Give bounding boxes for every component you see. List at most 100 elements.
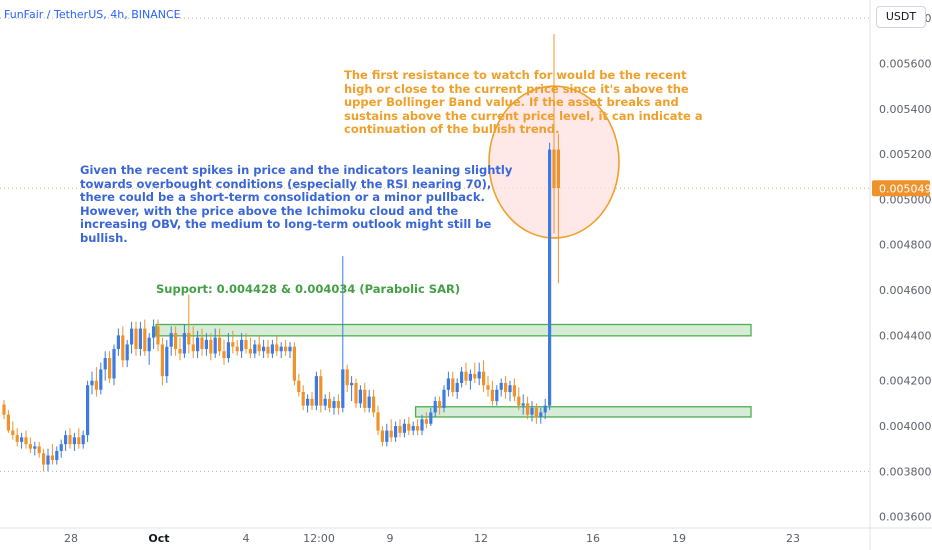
currency-selector[interactable]: USDT bbox=[876, 6, 926, 28]
last-price-badge bbox=[872, 180, 930, 197]
candle bbox=[200, 328, 204, 356]
candle bbox=[99, 362, 103, 395]
candle-body bbox=[508, 385, 512, 393]
candle bbox=[55, 446, 59, 465]
candle bbox=[336, 394, 340, 415]
candle-body bbox=[284, 346, 288, 352]
candle bbox=[94, 367, 98, 397]
candle-body bbox=[244, 339, 248, 349]
candle-body bbox=[24, 437, 28, 445]
candle bbox=[451, 371, 455, 397]
candle-body bbox=[257, 344, 261, 352]
candle bbox=[301, 385, 305, 411]
candle-body bbox=[112, 348, 116, 379]
candle-body bbox=[147, 337, 151, 352]
candle bbox=[367, 389, 371, 413]
annotation-line: sustains above the current price level, … bbox=[344, 108, 703, 123]
candle bbox=[231, 330, 235, 354]
candle-body bbox=[438, 401, 442, 408]
candle-body bbox=[103, 358, 107, 370]
candle-body bbox=[504, 382, 508, 393]
candle bbox=[11, 421, 15, 440]
candle bbox=[235, 339, 239, 356]
candle-body bbox=[482, 371, 486, 386]
candle-body bbox=[28, 444, 32, 449]
candle-body bbox=[460, 371, 464, 383]
candle-body bbox=[354, 382, 358, 404]
candle-body bbox=[174, 333, 178, 349]
candle-body bbox=[77, 437, 81, 445]
candle-body bbox=[556, 149, 560, 189]
candle bbox=[455, 378, 459, 399]
candle bbox=[310, 392, 314, 411]
candle-body bbox=[178, 348, 182, 354]
candle-body bbox=[446, 378, 450, 390]
candle bbox=[42, 448, 46, 472]
candle-body bbox=[301, 392, 305, 406]
candle-body bbox=[165, 346, 169, 377]
candle bbox=[521, 394, 525, 415]
candle bbox=[86, 380, 90, 442]
resistance-annotation: The first resistance to watch for would … bbox=[344, 68, 703, 137]
candle bbox=[380, 426, 384, 447]
candle-body bbox=[196, 337, 200, 352]
candle-body bbox=[486, 385, 490, 390]
candle bbox=[354, 378, 358, 408]
candle bbox=[284, 339, 288, 356]
candle bbox=[275, 335, 279, 356]
candle-body bbox=[499, 382, 503, 390]
candle bbox=[512, 378, 516, 402]
candle bbox=[213, 328, 217, 359]
candle bbox=[372, 389, 376, 417]
candle-body bbox=[433, 401, 437, 413]
price-tick-label: 0.004200 bbox=[879, 375, 932, 388]
candle-body bbox=[442, 389, 446, 408]
candle bbox=[552, 33, 556, 234]
candle bbox=[270, 339, 274, 359]
last-price-label: 0.005049 bbox=[879, 182, 932, 195]
candle bbox=[24, 430, 28, 449]
candle bbox=[473, 362, 477, 383]
candle-body bbox=[218, 337, 222, 352]
candle bbox=[160, 337, 164, 386]
candle bbox=[130, 321, 134, 354]
candle bbox=[420, 414, 424, 436]
candle bbox=[152, 319, 156, 349]
candle bbox=[407, 416, 411, 436]
candle-body bbox=[336, 401, 340, 408]
candle bbox=[81, 430, 85, 449]
candle bbox=[209, 333, 213, 361]
symbol-header[interactable]: FunFair / TetherUS, 4h, BINANCE bbox=[4, 8, 181, 21]
candle bbox=[28, 437, 32, 454]
candle-body bbox=[398, 426, 402, 433]
candle-body bbox=[385, 430, 389, 442]
candle-body bbox=[455, 382, 459, 393]
candle bbox=[191, 326, 195, 359]
candle-body bbox=[169, 333, 173, 347]
candle bbox=[517, 387, 521, 411]
candle-body bbox=[200, 337, 204, 349]
candle bbox=[416, 419, 420, 436]
candle-body bbox=[72, 437, 76, 445]
time-tick-label: 9 bbox=[387, 532, 394, 545]
candle-body bbox=[341, 369, 345, 408]
price-tick-label: 0.005000 bbox=[879, 193, 932, 206]
candle-body bbox=[134, 328, 138, 349]
candle-body bbox=[367, 396, 371, 408]
candle bbox=[108, 351, 112, 383]
candle-body bbox=[11, 430, 15, 436]
candle-body bbox=[222, 351, 226, 359]
candle-body bbox=[297, 380, 301, 393]
candle bbox=[539, 407, 543, 424]
time-tick-label: 28 bbox=[64, 532, 78, 545]
candle-body bbox=[6, 414, 10, 431]
time-tick-label: 23 bbox=[786, 532, 800, 545]
candle bbox=[548, 142, 552, 411]
candle-body bbox=[50, 455, 54, 461]
zone-layer bbox=[155, 323, 752, 418]
candle-body bbox=[358, 389, 362, 404]
candle-body bbox=[68, 435, 72, 445]
candle-body bbox=[490, 389, 494, 402]
